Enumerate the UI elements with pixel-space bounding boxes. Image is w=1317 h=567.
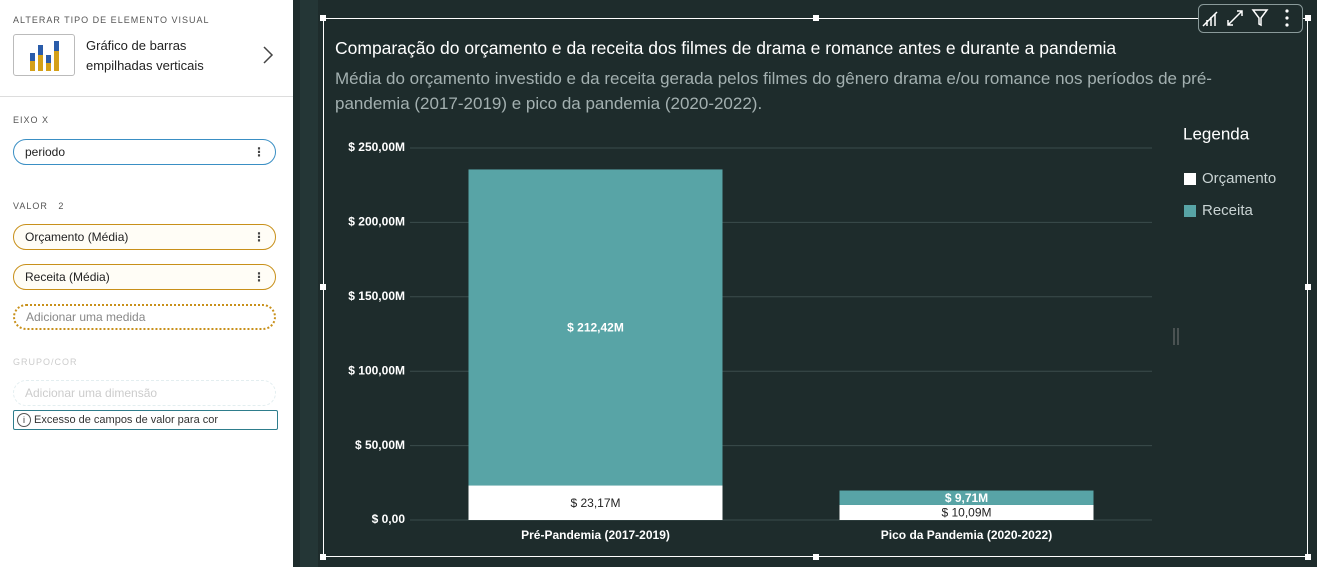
value-label: VALOR 2 xyxy=(13,201,64,211)
data-label: $ 10,09M xyxy=(941,506,991,520)
y-tick-label: $ 0,00 xyxy=(372,512,406,526)
warning: i Excesso de campos de valor para cor xyxy=(13,410,278,430)
chart-subtitle: Média do orçamento investido e da receit… xyxy=(335,69,1212,113)
legend-swatch xyxy=(1184,205,1196,217)
field-name: periodo xyxy=(25,145,66,159)
bar-segment xyxy=(468,169,723,486)
legend-label: Receita xyxy=(1202,202,1254,219)
add-measure[interactable]: Adicionar uma medida xyxy=(13,304,276,330)
data-label: $ 9,71M xyxy=(945,491,988,505)
info-icon: i xyxy=(17,413,31,427)
side-panel: ALTERAR TIPO DE ELEMENTO VISUAL Gráfico … xyxy=(0,0,293,567)
resize-grip xyxy=(1173,328,1179,345)
y-tick-label: $ 200,00M xyxy=(348,215,405,229)
legend-title: Legenda xyxy=(1183,124,1250,143)
field-menu[interactable]: ⋮ xyxy=(253,230,265,244)
x-axis-label: EIXO X xyxy=(13,115,50,125)
field-menu[interactable]: ⋮ xyxy=(253,145,265,159)
chart-title: Comparação do orçamento e da receita dos… xyxy=(335,38,1117,58)
bar-segment xyxy=(468,485,723,520)
warning-text: Excesso de campos de valor para cor xyxy=(34,414,219,426)
data-label: $ 23,17M xyxy=(570,496,620,510)
y-tick-label: $ 150,00M xyxy=(348,289,405,303)
handles xyxy=(320,15,1311,560)
data-label: $ 212,42M xyxy=(567,321,624,335)
field-name: Receita (Média) xyxy=(25,270,110,284)
visual-icon[interactable] xyxy=(13,34,75,76)
legend-swatch xyxy=(1184,173,1196,185)
menu-icons xyxy=(1202,9,1269,27)
visual-type[interactable]: Gráfico de barras empilhadas verticais xyxy=(86,38,204,73)
more-icon[interactable] xyxy=(1285,9,1289,27)
divider xyxy=(0,96,293,97)
x-field[interactable]: periodo ⋮ xyxy=(13,139,276,165)
chevron[interactable] xyxy=(262,45,274,65)
y-tick-label: $ 100,00M xyxy=(348,363,405,377)
bar-segment xyxy=(839,490,1094,505)
y-tick-label: $ 50,00M xyxy=(355,438,405,452)
header: Comparação do orçamento e da receita dos… xyxy=(335,38,1270,116)
legend-label: Orçamento xyxy=(1202,170,1276,187)
field-name: Orçamento (Média) xyxy=(25,230,129,244)
value-count: 2 xyxy=(58,201,65,211)
value-field[interactable]: Receita (Média) ⋮ xyxy=(13,264,276,290)
value-caption: VALOR xyxy=(13,201,48,211)
bar-segment xyxy=(839,504,1094,520)
y-tick-label: $ 250,00M xyxy=(348,140,405,154)
field-menu[interactable]: ⋮ xyxy=(253,270,265,284)
x-tick-label: Pico da Pandemia (2020-2022) xyxy=(881,528,1052,542)
visual-menu[interactable] xyxy=(1198,4,1303,33)
gutter xyxy=(300,0,318,567)
group-label: GRUPO/COR xyxy=(13,357,78,367)
value-field[interactable]: Orçamento (Média) ⋮ xyxy=(13,224,276,250)
icon xyxy=(30,41,59,71)
x-tick-label: Pré-Pandemia (2017-2019) xyxy=(521,528,670,542)
add-dimension: Adicionar uma dimensão xyxy=(13,380,276,406)
section-title: ALTERAR TIPO DE ELEMENTO VISUAL xyxy=(13,15,210,25)
